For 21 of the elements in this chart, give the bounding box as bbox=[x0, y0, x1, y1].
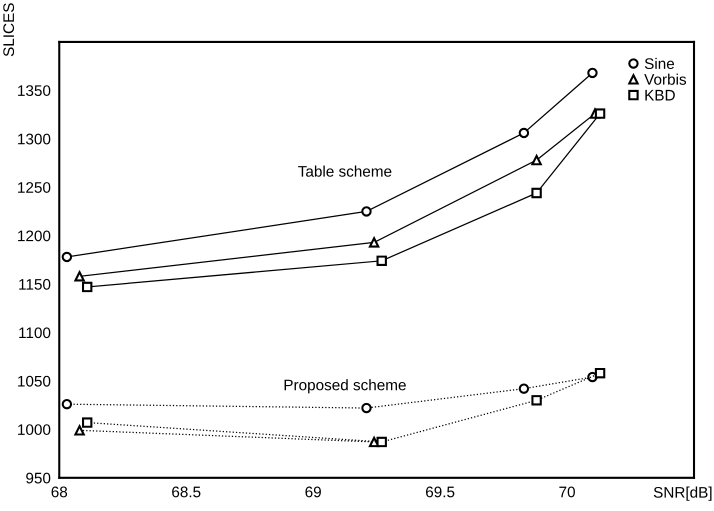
x-tick-label: 69 bbox=[305, 486, 321, 498]
legend-label: KBD bbox=[645, 90, 675, 100]
y-tick-label: 1100 bbox=[19, 327, 50, 338]
x-tick-label: 68.5 bbox=[172, 486, 200, 498]
y-tick-label: 1050 bbox=[18, 376, 50, 387]
x-tick-label: 70 bbox=[559, 486, 575, 498]
x-tick-label: 69.5 bbox=[426, 486, 454, 498]
x-tick-label: 68 bbox=[52, 486, 68, 498]
x-axis-title: SNR[dB] bbox=[654, 486, 712, 501]
y-tick-label: 1200 bbox=[18, 230, 50, 242]
y-tick-label: 1250 bbox=[18, 182, 50, 193]
legend-label: Vorbis bbox=[644, 74, 686, 85]
y-tick-label: 1000 bbox=[18, 424, 50, 436]
y-tick-label: 1150 bbox=[19, 278, 50, 290]
y-tick-label: 1350 bbox=[18, 85, 50, 96]
annotation: Proposed scheme bbox=[284, 379, 406, 394]
legend-label: Sine bbox=[644, 58, 674, 70]
y-axis-title: SLICES bbox=[3, 3, 14, 56]
annotation: Table scheme bbox=[298, 166, 392, 177]
y-tick-label: 950 bbox=[26, 472, 50, 484]
y-tick-label: 1300 bbox=[18, 134, 50, 144]
